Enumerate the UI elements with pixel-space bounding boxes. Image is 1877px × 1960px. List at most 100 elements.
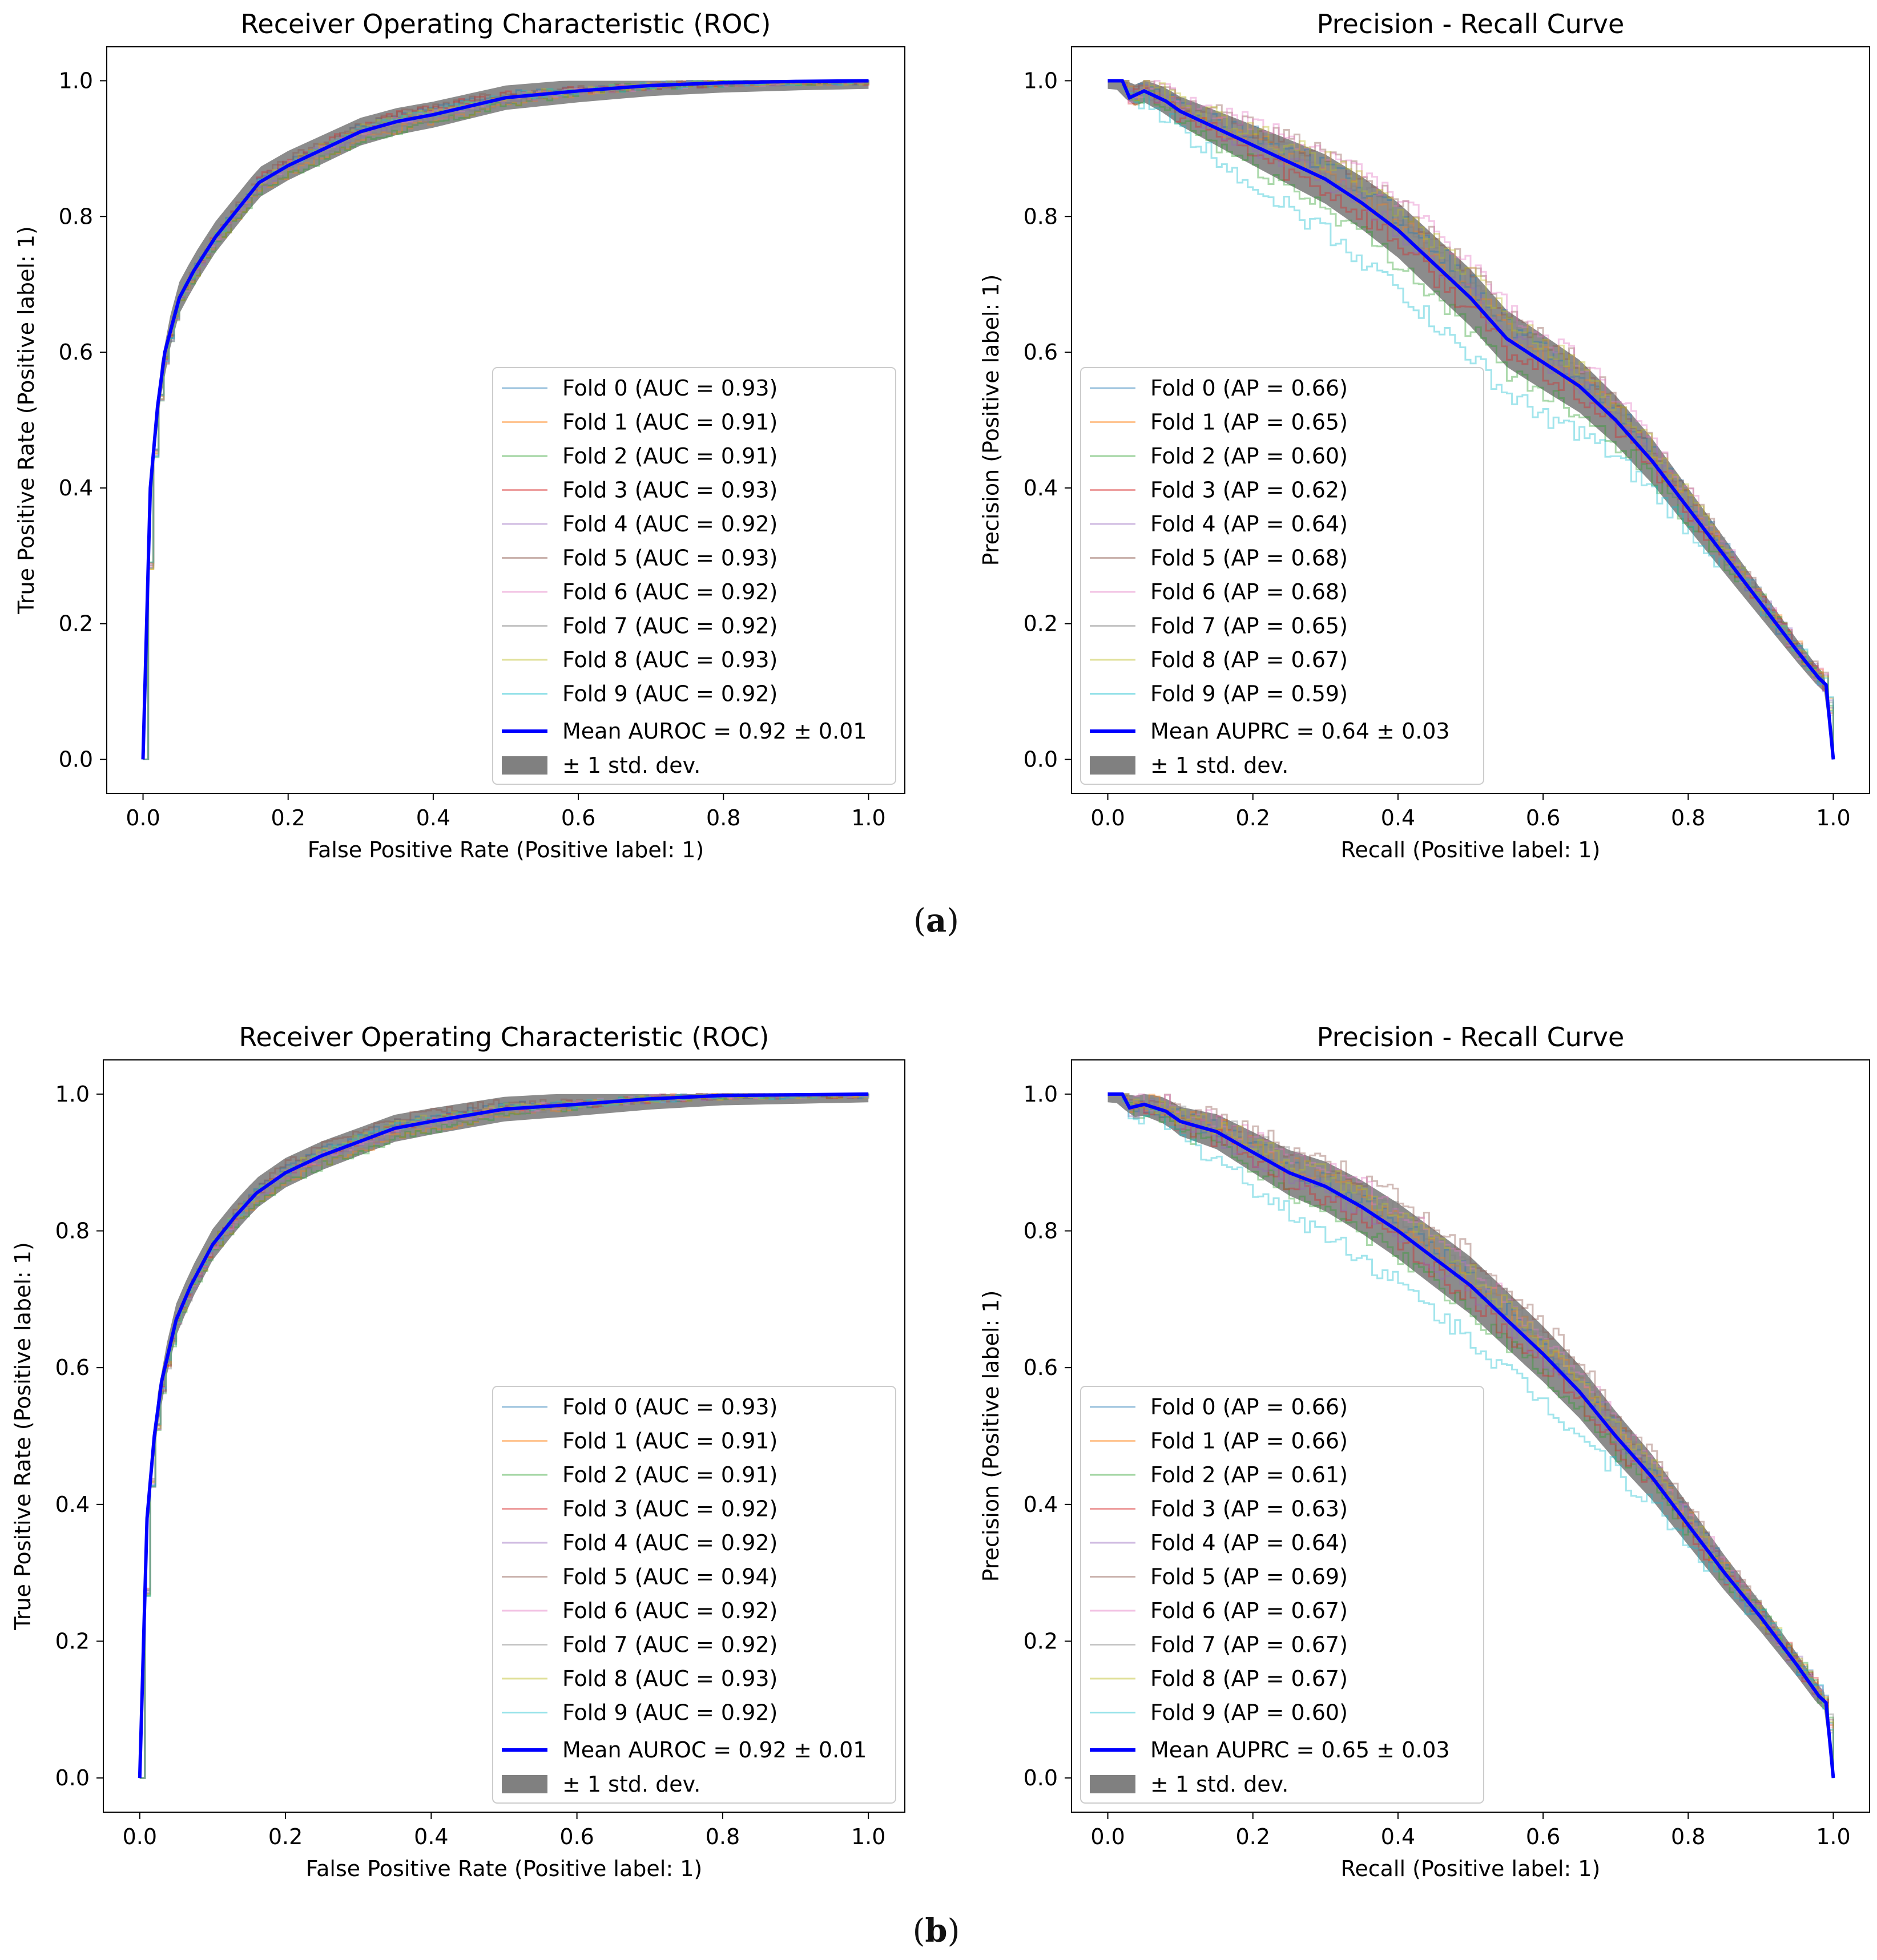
legend-entry: Fold 0 (AUC = 0.93) (562, 376, 778, 401)
y-tick-label: 0.2 (55, 1628, 90, 1654)
fold-curve-9 (1107, 80, 1834, 760)
legend-entry: Fold 6 (AP = 0.67) (1150, 1598, 1348, 1623)
panel-caption-a: (a) (913, 902, 959, 939)
x-tick-label: 0.0 (123, 1824, 157, 1849)
x-tick-label: 0.8 (1671, 1824, 1705, 1849)
y-axis-label: Precision (Positive label: 1) (978, 275, 1004, 566)
chart-a-roc: 0.0 0.2 0.4 0.6 0.8 1.0 0.0 0.2 0.4 0.6 0.8 1.0 Rece… (14, 9, 905, 862)
legend-entry: Fold 1 (AP = 0.65) (1150, 410, 1348, 435)
y-axis-label: True Positive Rate (Positive label: 1) (10, 1242, 35, 1631)
x-tick-label: 1.0 (851, 805, 885, 830)
y-axis-label: True Positive Rate (Positive label: 1) (14, 226, 39, 615)
x-tick-label: 0.8 (706, 805, 740, 830)
legend-band-label: ± 1 std. dev. (562, 753, 700, 778)
fold-curve-8 (1107, 80, 1834, 760)
y-tick-label: 0.6 (59, 340, 93, 365)
legend-mean-label: Mean AUROC = 0.92 ± 0.01 (562, 1737, 867, 1763)
panel-caption-b: (b) (912, 1912, 960, 1950)
x-tick-label: 0.6 (1526, 1824, 1560, 1849)
legend-band-label: ± 1 std. dev. (1150, 753, 1288, 778)
x-tick-label: 1.0 (1816, 805, 1850, 830)
y-tick-label: 0.0 (1024, 1765, 1058, 1790)
x-tick-label: 0.6 (1526, 805, 1560, 830)
legend-entry: Fold 7 (AUC = 0.92) (562, 614, 778, 639)
legend-entry: Fold 9 (AP = 0.60) (1150, 1700, 1348, 1725)
legend-band-label: ± 1 std. dev. (1150, 1772, 1288, 1797)
fold-curve-6 (1107, 1093, 1834, 1778)
y-tick-label: 1.0 (59, 68, 93, 93)
fold-curve-4 (1107, 1093, 1834, 1778)
legend-box (1080, 1386, 1484, 1804)
legend-entry: Fold 7 (AP = 0.65) (1150, 614, 1348, 639)
legend-entry: Fold 4 (AP = 0.64) (1150, 511, 1348, 537)
legend-entry: Fold 3 (AP = 0.63) (1150, 1497, 1348, 1522)
x-axis-label: False Positive Rate (Positive label: 1) (308, 837, 704, 862)
legend-entry: Fold 4 (AUC = 0.92) (562, 1530, 778, 1555)
legend-entry: Fold 8 (AP = 0.67) (1150, 647, 1348, 672)
chart-title: Precision - Recall Curve (1317, 9, 1625, 39)
legend-entry: Fold 6 (AP = 0.68) (1150, 579, 1348, 604)
y-tick-label: 0.4 (1024, 475, 1058, 501)
y-tick-label: 0.4 (59, 475, 93, 501)
y-tick-label: 0.0 (59, 747, 93, 772)
x-axis-label: False Positive Rate (Positive label: 1) (306, 1856, 702, 1881)
fold-curve-7 (1107, 1093, 1834, 1778)
y-tick-label: 1.0 (1024, 1082, 1058, 1107)
legend-entry: Fold 3 (AUC = 0.92) (562, 1497, 778, 1522)
axes-frame (1071, 46, 1870, 794)
legend-entry: Fold 9 (AP = 0.59) (1150, 681, 1348, 707)
y-tick-label: 1.0 (1024, 68, 1058, 93)
x-tick-label: 0.2 (1236, 1824, 1270, 1849)
x-tick-label: 0.2 (1236, 805, 1270, 830)
chart-title: Receiver Operating Characteristic (ROC) (241, 9, 771, 39)
legend-box (1080, 367, 1484, 785)
x-tick-label: 0.8 (1671, 805, 1705, 830)
fold-curve-2 (1107, 1093, 1834, 1778)
fold-curve-5 (1107, 1093, 1834, 1778)
y-tick-label: 0.2 (1024, 611, 1058, 636)
fold-curve-2 (1107, 80, 1834, 760)
legend-entry: Fold 4 (AP = 0.64) (1150, 1530, 1348, 1555)
legend-band-swatch (502, 1775, 547, 1793)
fold-curve-6 (1107, 80, 1834, 760)
legend-entry: Fold 2 (AUC = 0.91) (562, 443, 778, 469)
legend-entry: Fold 5 (AP = 0.69) (1150, 1564, 1348, 1590)
fold-curve-7 (1107, 80, 1834, 760)
x-tick-label: 0.0 (126, 805, 160, 830)
legend-entry: Fold 5 (AUC = 0.94) (562, 1564, 778, 1590)
axes-frame (106, 46, 905, 794)
x-tick-label: 0.0 (1090, 1824, 1125, 1849)
legend-entry: Fold 7 (AUC = 0.92) (562, 1632, 778, 1657)
fold-curve-9 (1107, 1093, 1834, 1778)
chart-title: Receiver Operating Characteristic (ROC) (239, 1022, 770, 1052)
x-axis-label: Recall (Positive label: 1) (1341, 837, 1601, 862)
legend-entry: Fold 0 (AP = 0.66) (1150, 376, 1348, 401)
y-tick-label: 0.6 (55, 1355, 90, 1380)
x-axis-label: Recall (Positive label: 1) (1341, 1856, 1601, 1881)
fold-curve-3 (1107, 80, 1834, 760)
fold-curve-5 (1107, 80, 1834, 760)
y-tick-label: 0.0 (55, 1765, 90, 1790)
fold-curve-1 (1107, 80, 1834, 760)
legend-entry: Fold 0 (AUC = 0.93) (562, 1394, 778, 1419)
y-tick-label: 0.0 (1024, 747, 1058, 772)
x-tick-label: 0.6 (561, 805, 595, 830)
mean-curve (1107, 79, 1835, 760)
legend: Fold 0 (AP = 0.66) Fold 1 (AP = 0.65) Fold… (1080, 367, 1484, 785)
x-tick-label: 0.4 (414, 1824, 448, 1849)
y-tick-label: 0.8 (1024, 204, 1058, 229)
legend-band-label: ± 1 std. dev. (562, 1772, 700, 1797)
legend-box (492, 1386, 896, 1804)
axes-frame (1071, 1059, 1870, 1813)
x-tick-label: 0.2 (271, 805, 305, 830)
y-tick-label: 0.2 (59, 611, 93, 636)
legend-entry: Fold 8 (AUC = 0.93) (562, 647, 778, 672)
x-tick-label: 0.8 (706, 1824, 740, 1849)
legend-entry: Fold 3 (AP = 0.62) (1150, 478, 1348, 503)
legend: Fold 0 (AP = 0.66) Fold 1 (AP = 0.66) Fold… (1080, 1386, 1484, 1804)
legend-entry: Fold 4 (AUC = 0.92) (562, 511, 778, 537)
chart-a-pr: 0.0 0.2 0.4 0.6 0.8 1.0 0.0 0.2 0.4 0.6 0.8 1.0 Prec… (978, 9, 1870, 862)
fold-curve-0 (1107, 1093, 1834, 1778)
x-tick-label: 0.6 (559, 1824, 594, 1849)
y-tick-label: 0.4 (1024, 1492, 1058, 1517)
